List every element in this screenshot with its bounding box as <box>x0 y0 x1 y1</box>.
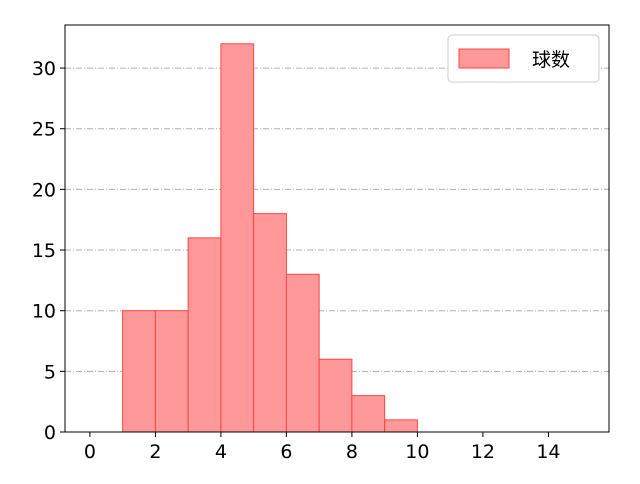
y-tick-label: 20 <box>32 179 56 201</box>
histogram-bar <box>154 310 189 433</box>
y-tick-label: 25 <box>32 119 56 141</box>
x-tick-label: 6 <box>280 441 292 463</box>
x-tick-label: 2 <box>149 441 161 463</box>
plot-frame <box>64 24 610 433</box>
y-tick-label: 5 <box>44 361 56 383</box>
histogram-bar <box>122 310 156 433</box>
x-axis: 0 2 4 6 8 10 12 14 <box>84 432 561 463</box>
x-tick-label: 4 <box>215 441 227 463</box>
histogram-bar <box>318 358 353 433</box>
y-tick-label: 30 <box>32 58 56 80</box>
x-tick-label: 10 <box>405 441 429 463</box>
legend: 球数 <box>447 34 600 83</box>
histogram-bar <box>220 43 255 433</box>
x-tick-label: 12 <box>471 441 495 463</box>
y-tick-label: 0 <box>44 422 56 444</box>
y-tick-label: 15 <box>32 240 56 262</box>
legend-swatch <box>458 48 510 69</box>
histogram-bar <box>187 237 222 433</box>
x-tick-label: 8 <box>346 441 358 463</box>
histogram-bar <box>351 395 386 433</box>
y-tick-label: 10 <box>32 301 56 323</box>
y-axis: 0 5 10 15 20 25 30 <box>32 58 65 444</box>
histogram-bar <box>384 419 418 433</box>
bars <box>122 43 418 433</box>
x-tick-label: 14 <box>536 441 560 463</box>
x-tick-label: 0 <box>84 441 96 463</box>
histogram-bar <box>285 273 320 433</box>
legend-label: 球数 <box>532 49 570 71</box>
histogram-bar <box>253 213 287 433</box>
